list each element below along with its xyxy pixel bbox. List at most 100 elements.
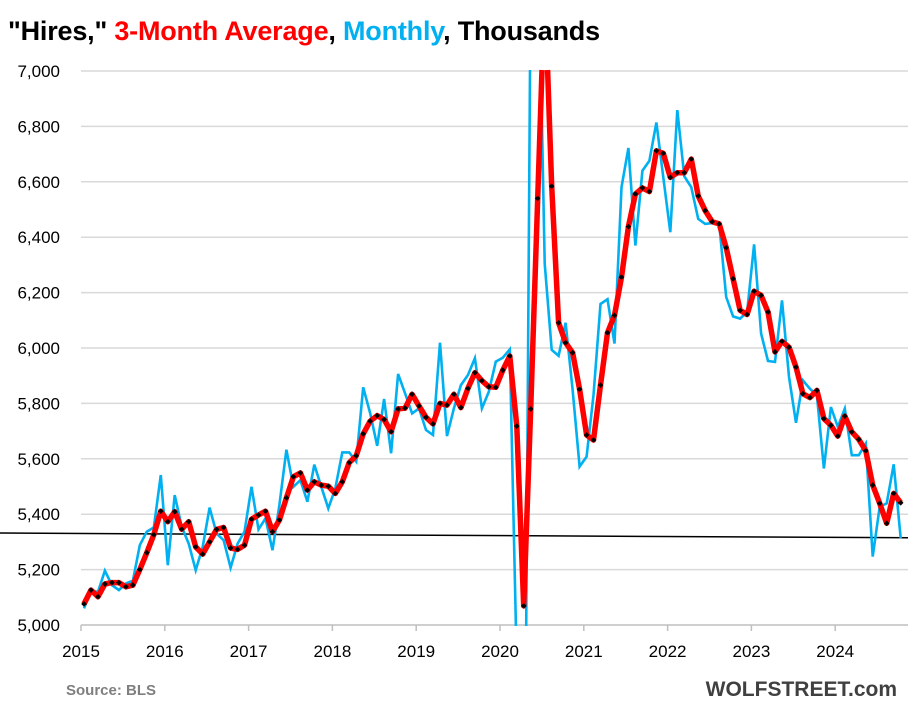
3-month-average-point: [171, 508, 178, 515]
3-month-average-point: [430, 421, 436, 427]
3-month-average-point: [848, 429, 855, 435]
3-month-average-point: [283, 495, 290, 501]
3-month-average-point: [562, 339, 569, 346]
3-month-average-point: [807, 394, 813, 401]
y-tick-label: 5,600: [17, 450, 60, 469]
title-thousands: Thousands: [457, 16, 600, 46]
3-month-average-point: [527, 406, 534, 412]
3-month-average-point: [758, 292, 764, 299]
3-month-average-point: [262, 508, 269, 514]
3-month-average-point: [206, 539, 213, 545]
3-month-average-point: [388, 428, 394, 435]
3-month-average-point: [597, 382, 604, 388]
3-month-average-point: [157, 508, 164, 514]
title-3-month-average: 3-Month Average: [114, 16, 329, 46]
3-month-average-point: [402, 405, 408, 411]
y-tick-label: 6,800: [17, 117, 60, 136]
x-tick-label: 2022: [649, 642, 687, 661]
3-month-average-point: [353, 452, 360, 459]
title-sep: ,: [443, 16, 458, 46]
y-tick-label: 5,800: [17, 394, 60, 413]
reference-line: [0, 532, 909, 539]
3-month-average-point: [772, 349, 778, 355]
3-month-average-point: [841, 413, 848, 419]
3-month-average-point: [276, 517, 283, 523]
x-tick-label: 2017: [230, 642, 268, 661]
3-month-average-point: [660, 150, 667, 157]
3-month-average-point: [779, 338, 785, 345]
3-month-average-point: [311, 478, 318, 485]
3-month-average-point: [548, 183, 555, 190]
3-month-average-point: [123, 583, 129, 590]
3-month-average-point: [583, 432, 590, 438]
3-month-average-point: [374, 412, 380, 419]
y-tick-label: 6,400: [17, 228, 60, 247]
3-month-average-point: [234, 546, 241, 553]
3-month-average-point: [855, 436, 862, 443]
x-tick-label: 2019: [397, 642, 435, 661]
3-month-average-point: [255, 512, 262, 518]
x-tick-label: 2018: [313, 642, 351, 661]
3-month-average-point: [150, 531, 157, 538]
x-tick-label: 2015: [62, 642, 100, 661]
3-month-average-point: [520, 603, 527, 609]
3-month-average-point: [618, 274, 625, 280]
3-month-average-point: [290, 473, 297, 480]
3-month-average-point: [513, 423, 520, 429]
3-month-average-point: [793, 364, 799, 370]
3-month-average-point: [332, 490, 339, 497]
3-month-average-point: [248, 516, 255, 523]
y-tick-label: 5,200: [17, 561, 60, 580]
title-monthly: Monthly: [343, 16, 444, 46]
3-month-average-point: [367, 418, 374, 424]
3-month-average-point: [869, 482, 876, 488]
3-month-average-point: [381, 416, 387, 423]
3-month-average-point: [674, 169, 681, 176]
3-month-average-point: [199, 551, 206, 557]
3-month-average-point: [897, 500, 904, 506]
3-month-average-point: [109, 579, 115, 586]
3-month-average-point: [423, 414, 429, 421]
3-month-average-point: [304, 487, 311, 493]
3-month-average-point: [325, 483, 332, 490]
y-tick-label: 5,000: [17, 616, 60, 635]
y-tick-label: 6,200: [17, 284, 60, 303]
chart-title: "Hires," 3-Month Average, Monthly, Thous…: [8, 16, 600, 47]
3-month-average-point: [102, 581, 108, 587]
y-axis-labels: 5,000 5,200 5,400 5,600 5,800 6,000 6,200 6,400…: [17, 62, 60, 635]
3-month-average-point: [81, 601, 87, 607]
3-month-average-point: [821, 415, 827, 422]
3-month-average-point: [667, 174, 674, 181]
3-month-average-point: [116, 579, 122, 586]
3-month-average-point: [486, 383, 492, 390]
3-month-average-point: [716, 221, 723, 227]
3-month-average-point: [416, 403, 422, 409]
source-label: Source: BLS: [66, 682, 157, 699]
3-month-average-point: [137, 566, 143, 573]
3-month-average-point: [862, 447, 869, 454]
3-month-average-point: [192, 544, 199, 550]
3-month-average-point: [555, 319, 562, 326]
3-month-average-point: [227, 545, 234, 551]
3-month-average-point: [241, 542, 248, 549]
3-month-average-point: [890, 490, 897, 497]
3-month-average-point: [765, 309, 771, 315]
3-month-average-point: [395, 406, 401, 412]
3-month-average-point: [639, 185, 646, 191]
x-tick-label: 2020: [481, 642, 519, 661]
y-tick-label: 6,000: [17, 339, 60, 358]
3-month-average-point: [269, 528, 276, 535]
y-tick-label: 7,000: [17, 62, 60, 81]
3-month-average-point: [744, 311, 750, 318]
3-month-average-point: [876, 500, 883, 507]
3-month-average-point: [143, 549, 150, 556]
3-month-average-point: [709, 218, 716, 225]
3-month-average-point: [409, 391, 415, 398]
3-month-average-point: [604, 329, 611, 336]
3-month-average-point: [625, 223, 632, 230]
3-month-average-point: [786, 344, 792, 350]
3-month-average-point: [458, 404, 464, 411]
3-month-average-point: [590, 437, 597, 443]
3-month-average-point: [318, 482, 325, 488]
